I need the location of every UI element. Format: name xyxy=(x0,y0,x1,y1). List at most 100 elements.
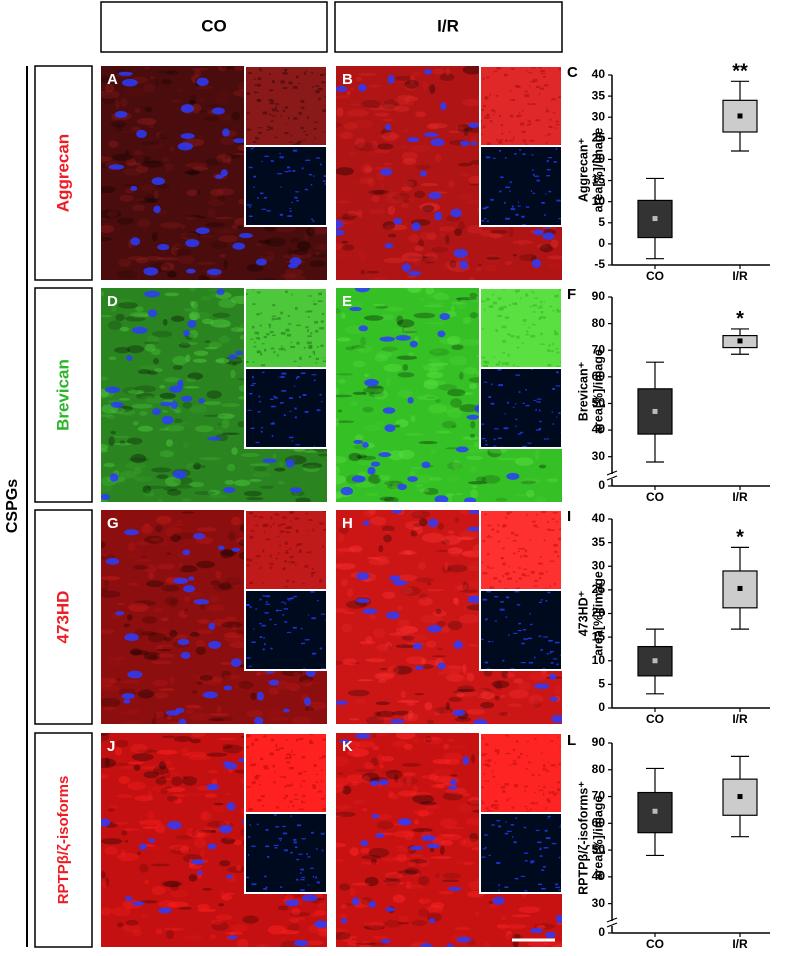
inset-texture xyxy=(298,738,304,740)
texture xyxy=(164,292,180,297)
inset-texture xyxy=(274,513,279,515)
inset-texture xyxy=(291,750,293,753)
texture xyxy=(147,370,158,375)
inset-dot xyxy=(320,401,323,403)
texture xyxy=(229,931,236,936)
y-tick-label: 60 xyxy=(592,369,606,383)
inset-texture xyxy=(485,297,490,301)
inset-dot xyxy=(311,218,314,220)
nucleus xyxy=(123,698,131,704)
inset-texture xyxy=(492,775,496,778)
texture xyxy=(434,872,440,879)
texture xyxy=(224,616,237,622)
texture xyxy=(352,799,366,804)
y-tick-label: 10 xyxy=(592,194,606,208)
nucleus xyxy=(380,938,391,944)
texture xyxy=(379,496,395,502)
texture xyxy=(336,563,342,568)
texture xyxy=(292,672,301,676)
inset-dot xyxy=(261,624,266,627)
texture xyxy=(404,79,419,89)
inset-dot xyxy=(515,817,517,820)
inset-texture xyxy=(284,106,288,109)
inset-texture xyxy=(543,84,549,87)
texture xyxy=(101,237,112,242)
micrograph xyxy=(336,510,562,724)
texture xyxy=(441,664,462,675)
inset-texture xyxy=(540,752,543,754)
nucleus xyxy=(339,739,350,744)
inset-dot xyxy=(484,217,487,220)
inset-texture xyxy=(561,755,562,759)
inset-texture xyxy=(254,777,259,780)
inset-texture xyxy=(502,575,505,578)
inset-dot xyxy=(273,624,277,626)
texture xyxy=(118,301,138,309)
inset-texture xyxy=(538,572,544,576)
texture xyxy=(404,520,424,530)
y-tick-label: 5 xyxy=(598,215,605,229)
texture xyxy=(199,457,221,461)
inset-texture xyxy=(288,81,293,85)
inset-texture xyxy=(487,142,491,146)
texture xyxy=(213,584,234,592)
inset-dot xyxy=(319,647,323,650)
texture xyxy=(423,304,444,308)
texture xyxy=(418,857,430,868)
inset-texture xyxy=(504,316,510,319)
nucleus xyxy=(428,518,439,528)
inset-texture xyxy=(487,552,490,556)
texture xyxy=(107,808,115,813)
inset-texture xyxy=(307,316,310,318)
inset-dot xyxy=(288,397,293,400)
texture xyxy=(423,804,441,810)
inset-texture xyxy=(310,571,315,575)
inset-texture xyxy=(295,544,298,547)
texture xyxy=(418,238,424,248)
inset-stain xyxy=(480,66,562,146)
texture xyxy=(487,447,502,458)
nucleus xyxy=(407,396,414,404)
nucleus xyxy=(124,633,139,642)
inset-texture xyxy=(505,362,509,366)
texture xyxy=(155,777,167,785)
y-tick-label: 60 xyxy=(592,815,606,829)
texture xyxy=(186,827,195,838)
texture xyxy=(223,356,243,365)
texture xyxy=(219,860,231,867)
inset-frame xyxy=(479,812,562,894)
texture xyxy=(249,690,257,695)
inset-dot xyxy=(535,408,537,411)
inset-texture xyxy=(494,762,497,764)
inset-texture xyxy=(269,554,272,558)
inset-dot xyxy=(283,608,289,610)
inset-dot xyxy=(302,668,307,670)
texture xyxy=(234,479,251,487)
axis-break xyxy=(606,922,618,928)
texture xyxy=(388,791,394,797)
inset-texture xyxy=(254,775,259,779)
inset-dot xyxy=(296,376,300,378)
inset-dot xyxy=(274,813,277,816)
inset-texture xyxy=(258,100,262,102)
texture xyxy=(393,97,410,105)
texture xyxy=(395,733,416,740)
texture xyxy=(512,253,518,257)
nucleus xyxy=(157,244,170,251)
inset-dot xyxy=(271,435,274,437)
inset-texture xyxy=(515,587,521,590)
texture xyxy=(227,463,236,472)
inset-dot xyxy=(537,841,542,844)
inset-texture xyxy=(262,549,265,553)
inset-texture xyxy=(555,120,559,123)
inset-texture xyxy=(290,519,292,522)
texture xyxy=(469,383,477,390)
texture xyxy=(410,415,416,423)
texture xyxy=(218,582,232,590)
inset-texture xyxy=(539,92,541,96)
inset-dot xyxy=(556,371,559,374)
inset-dapi xyxy=(245,590,327,670)
axis-break xyxy=(606,917,618,923)
texture xyxy=(178,342,191,349)
nucleus xyxy=(124,529,140,536)
